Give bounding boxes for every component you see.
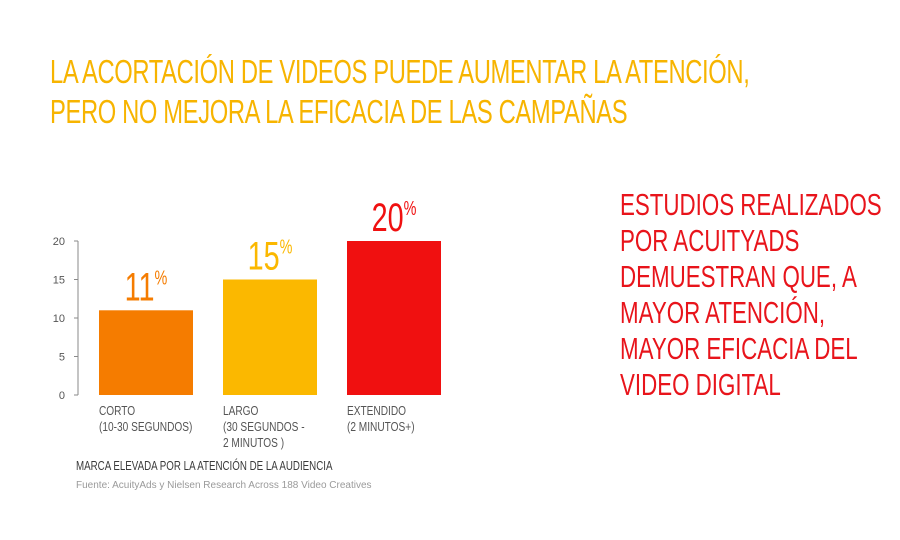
y-tick-label: 0 — [59, 390, 65, 402]
title-line-2: PERO NO MEJORA LA EFICACIA DE LAS CAMPAÑ… — [50, 93, 628, 130]
side-note-line: VIDEO DIGITAL — [620, 367, 781, 402]
category-label: CORTO — [99, 404, 135, 418]
category-label: EXTENDIDO — [347, 404, 406, 418]
side-note-line: ESTUDIOS REALIZADOS — [620, 187, 882, 222]
y-tick-label: 15 — [53, 275, 65, 287]
bar — [99, 310, 193, 395]
side-note-line: MAYOR ATENCIÓN, — [620, 295, 826, 330]
bar-value-label: 20% — [372, 195, 417, 240]
y-tick-label: 10 — [53, 313, 65, 325]
category-label: (30 SEGUNDOS - — [223, 420, 305, 434]
bar-value-suffix: % — [155, 266, 168, 289]
category-label: LARGO — [223, 404, 258, 418]
side-note-line: POR ACUITYADS — [620, 223, 800, 258]
bar-value-number: 15 — [248, 234, 280, 279]
category-label: 2 MINUTOS ) — [223, 436, 284, 450]
bar-value-number: 11 — [125, 265, 155, 310]
legend-note: MARCA ELEVADA POR LA ATENCIÓN DE LA AUDI… — [76, 459, 333, 473]
side-note: ESTUDIOS REALIZADOS POR ACUITYADS DEMUES… — [620, 187, 882, 403]
bar-value-number: 20 — [372, 195, 404, 240]
bar — [347, 241, 441, 395]
source-note: Fuente: AcuityAds y Nielsen Research Acr… — [76, 480, 372, 491]
y-tick-label: 20 — [53, 236, 65, 248]
side-note-line: MAYOR EFICACIA DEL — [620, 331, 858, 366]
category-label: (2 MINUTOS+) — [347, 420, 415, 434]
bar-value-label: 11% — [125, 265, 168, 310]
y-tick-label: 5 — [59, 352, 65, 364]
bar-value-suffix: % — [280, 235, 293, 258]
side-note-line: DEMUESTRAN QUE, A — [620, 259, 857, 294]
bar-value-label: 15% — [248, 234, 293, 279]
bar — [223, 279, 317, 395]
bar-value-suffix: % — [404, 197, 417, 220]
category-label: (10-30 SEGUNDOS) — [99, 420, 193, 434]
